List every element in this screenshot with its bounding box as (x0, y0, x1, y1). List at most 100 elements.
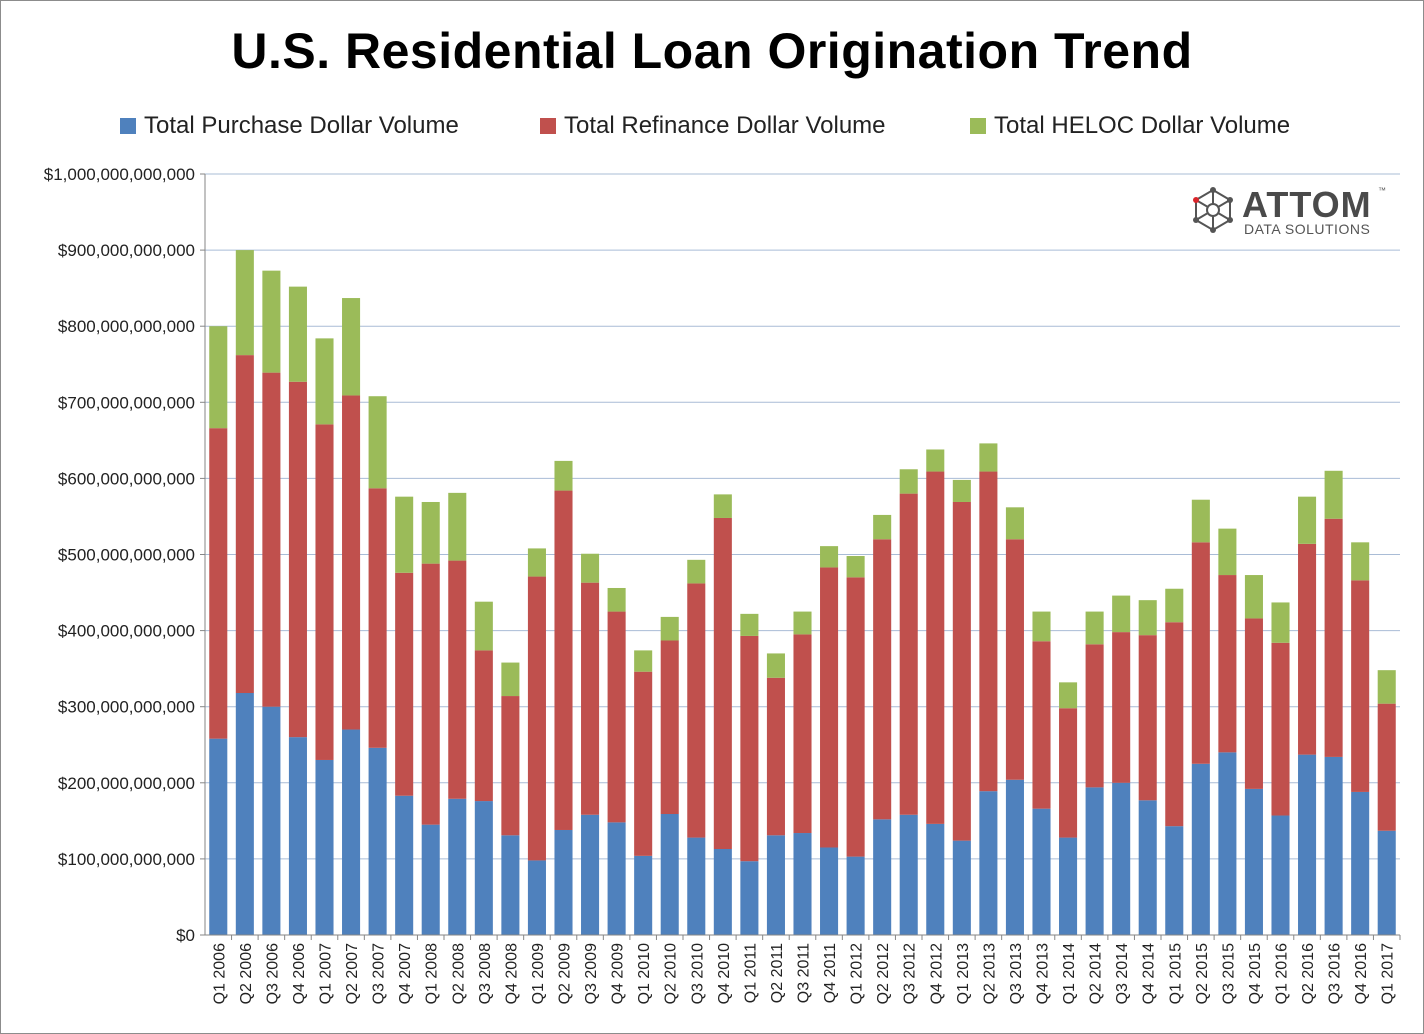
bar-heloc[interactable] (1377, 670, 1396, 704)
bar-heloc[interactable] (288, 286, 307, 382)
bar-refinance[interactable] (1138, 635, 1157, 801)
bar-refinance[interactable] (1324, 518, 1343, 757)
bar-purchase[interactable] (554, 829, 573, 935)
bar-heloc[interactable] (1085, 611, 1104, 645)
bar-refinance[interactable] (288, 381, 307, 738)
bar-heloc[interactable] (1059, 682, 1078, 709)
bar-heloc[interactable] (1191, 499, 1210, 543)
legend-item-refinance[interactable]: Total Refinance Dollar Volume (540, 112, 886, 140)
bar-heloc[interactable] (1165, 588, 1184, 623)
bar-purchase[interactable] (1005, 779, 1024, 935)
bar-heloc[interactable] (687, 559, 706, 584)
bar-refinance[interactable] (554, 490, 573, 830)
bar-purchase[interactable] (1271, 815, 1290, 935)
bar-heloc[interactable] (474, 601, 493, 651)
bar-refinance[interactable] (740, 635, 759, 862)
bar-heloc[interactable] (899, 469, 918, 494)
bar-purchase[interactable] (1165, 826, 1184, 935)
bar-heloc[interactable] (979, 443, 998, 472)
bar-purchase[interactable] (687, 837, 706, 935)
bar-refinance[interactable] (501, 696, 520, 836)
bar-purchase[interactable] (607, 822, 626, 935)
bar-purchase[interactable] (926, 823, 945, 935)
bar-purchase[interactable] (899, 814, 918, 935)
bar-heloc[interactable] (846, 556, 865, 578)
bar-heloc[interactable] (1351, 542, 1370, 581)
bar-refinance[interactable] (1298, 543, 1317, 755)
bar-purchase[interactable] (1377, 830, 1396, 935)
bar-refinance[interactable] (235, 355, 254, 694)
bar-refinance[interactable] (1377, 703, 1396, 831)
bar-purchase[interactable] (235, 693, 254, 935)
bar-heloc[interactable] (235, 250, 254, 356)
bar-heloc[interactable] (448, 492, 467, 561)
bar-refinance[interactable] (979, 471, 998, 792)
bar-refinance[interactable] (607, 611, 626, 823)
bar-heloc[interactable] (1138, 600, 1157, 636)
bar-heloc[interactable] (1324, 470, 1343, 519)
bar-heloc[interactable] (315, 338, 334, 425)
bar-purchase[interactable] (713, 849, 732, 935)
bar-refinance[interactable] (713, 517, 732, 850)
bar-refinance[interactable] (1085, 644, 1104, 788)
bar-refinance[interactable] (395, 572, 414, 796)
bar-purchase[interactable] (1218, 752, 1237, 935)
bar-refinance[interactable] (1112, 632, 1131, 783)
bar-heloc[interactable] (368, 396, 387, 489)
bar-refinance[interactable] (926, 471, 945, 824)
bar-purchase[interactable] (660, 814, 679, 935)
bar-purchase[interactable] (501, 835, 520, 935)
bar-purchase[interactable] (448, 798, 467, 935)
bar-purchase[interactable] (1298, 754, 1317, 935)
bar-purchase[interactable] (581, 814, 600, 935)
bar-refinance[interactable] (342, 395, 361, 730)
bar-purchase[interactable] (527, 860, 546, 935)
legend-item-heloc[interactable]: Total HELOC Dollar Volume (970, 112, 1290, 140)
bar-purchase[interactable] (1085, 787, 1104, 935)
bar-refinance[interactable] (1351, 580, 1370, 792)
bar-heloc[interactable] (262, 270, 281, 373)
bar-refinance[interactable] (1032, 641, 1051, 809)
legend-item-purchase[interactable]: Total Purchase Dollar Volume (120, 112, 459, 140)
bar-purchase[interactable] (1191, 763, 1210, 935)
bar-purchase[interactable] (952, 840, 971, 935)
bar-refinance[interactable] (687, 583, 706, 838)
bar-purchase[interactable] (766, 835, 785, 935)
bar-refinance[interactable] (209, 428, 228, 739)
bar-heloc[interactable] (209, 326, 228, 429)
bar-refinance[interactable] (634, 671, 653, 856)
bar-refinance[interactable] (820, 567, 839, 848)
bar-refinance[interactable] (1059, 708, 1078, 838)
bar-heloc[interactable] (926, 449, 945, 472)
bar-heloc[interactable] (342, 298, 361, 396)
bar-purchase[interactable] (1324, 756, 1343, 935)
bar-heloc[interactable] (740, 613, 759, 636)
bar-purchase[interactable] (740, 861, 759, 935)
bar-heloc[interactable] (607, 587, 626, 612)
bar-heloc[interactable] (634, 650, 653, 672)
bar-purchase[interactable] (873, 819, 892, 935)
bar-heloc[interactable] (527, 548, 546, 577)
bar-heloc[interactable] (1244, 575, 1263, 619)
bar-heloc[interactable] (660, 616, 679, 641)
bar-purchase[interactable] (474, 801, 493, 935)
bar-purchase[interactable] (288, 737, 307, 935)
bar-heloc[interactable] (766, 653, 785, 678)
bar-refinance[interactable] (448, 560, 467, 799)
bar-refinance[interactable] (1165, 622, 1184, 827)
bar-refinance[interactable] (1218, 575, 1237, 753)
bar-refinance[interactable] (1244, 618, 1263, 789)
bar-heloc[interactable] (1032, 611, 1051, 642)
bar-heloc[interactable] (1298, 496, 1317, 544)
bar-refinance[interactable] (660, 640, 679, 815)
bar-purchase[interactable] (979, 791, 998, 935)
bar-heloc[interactable] (1005, 507, 1024, 540)
bar-purchase[interactable] (634, 855, 653, 935)
bar-heloc[interactable] (421, 501, 440, 564)
bar-heloc[interactable] (554, 460, 573, 491)
bar-purchase[interactable] (368, 747, 387, 935)
bar-heloc[interactable] (952, 479, 971, 502)
bar-purchase[interactable] (1112, 782, 1131, 935)
bar-refinance[interactable] (262, 372, 281, 707)
bar-heloc[interactable] (873, 514, 892, 540)
